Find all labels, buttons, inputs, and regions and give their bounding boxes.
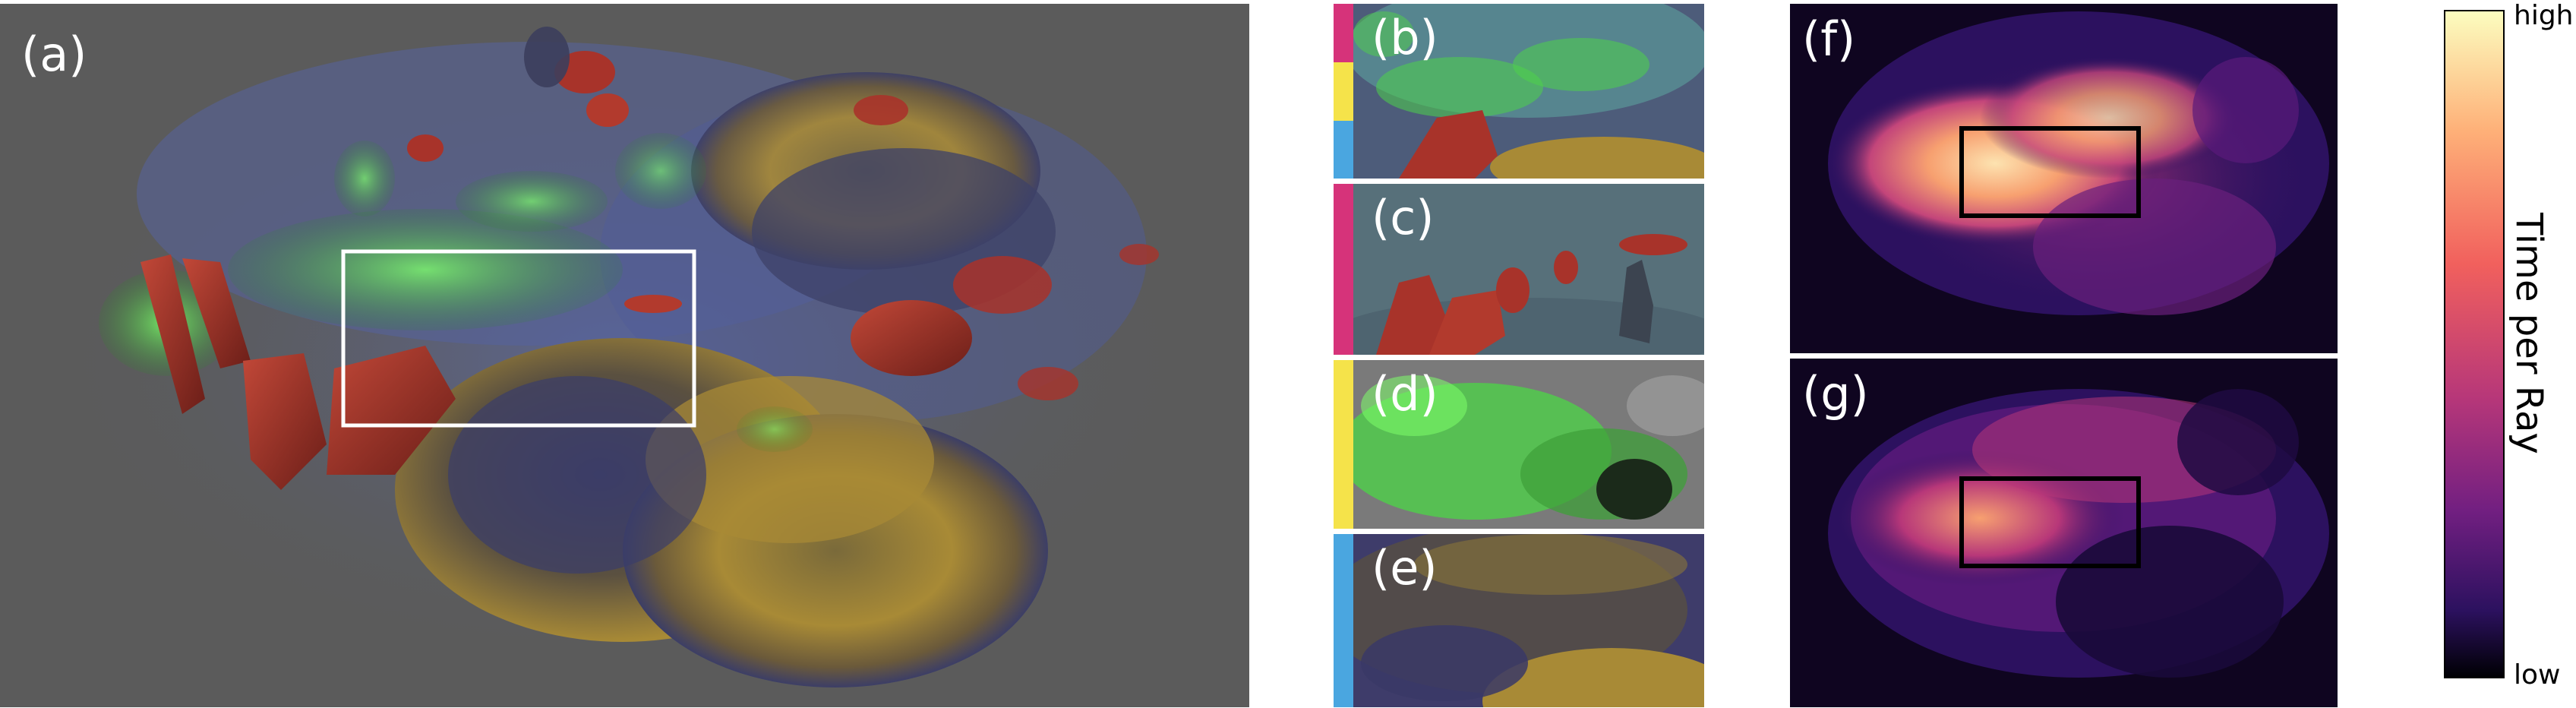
- panel-label-f: (f): [1802, 11, 1856, 67]
- color-strip-d: [1334, 360, 1353, 529]
- panel-label-a: (a): [21, 27, 87, 82]
- color-strip-b: [1334, 4, 1353, 179]
- roi-box-f: [1959, 126, 2141, 218]
- colorbar: [2444, 10, 2505, 678]
- heatmap-f: [1790, 4, 2338, 353]
- panel-label-b: (b): [1372, 10, 1438, 65]
- panel-b: (b): [1353, 4, 1704, 179]
- color-strip-e: [1334, 534, 1353, 707]
- panel-d: (d): [1353, 360, 1704, 529]
- colorbar-high-label: high: [2514, 0, 2574, 31]
- panel-f: (f): [1790, 4, 2338, 353]
- roi-box-g: [1959, 476, 2141, 568]
- zoom-crop-c: [1353, 184, 1704, 355]
- panel-c: (c): [1353, 184, 1704, 355]
- colorbar-title: Time per Ray: [2508, 213, 2550, 454]
- zoom-crop-b: [1353, 4, 1704, 179]
- colorbar-low-label: low: [2514, 659, 2561, 691]
- panel-e: (e): [1353, 534, 1704, 707]
- panel-label-g: (g): [1802, 366, 1869, 422]
- panel-a: (a): [0, 4, 1249, 707]
- color-strip-c: [1334, 184, 1353, 355]
- heatmap-g: [1790, 359, 2338, 707]
- panel-label-e: (e): [1372, 540, 1438, 596]
- panel-g: (g): [1790, 359, 2338, 707]
- volume-render-main: [0, 4, 1249, 707]
- selection-box: [341, 249, 696, 428]
- panel-label-c: (c): [1372, 190, 1435, 245]
- zoom-crop-e: [1353, 534, 1704, 707]
- colorbar-title-wrap: Time per Ray: [2506, 213, 2559, 486]
- zoom-crop-d: [1353, 360, 1704, 529]
- panel-label-d: (d): [1372, 366, 1438, 422]
